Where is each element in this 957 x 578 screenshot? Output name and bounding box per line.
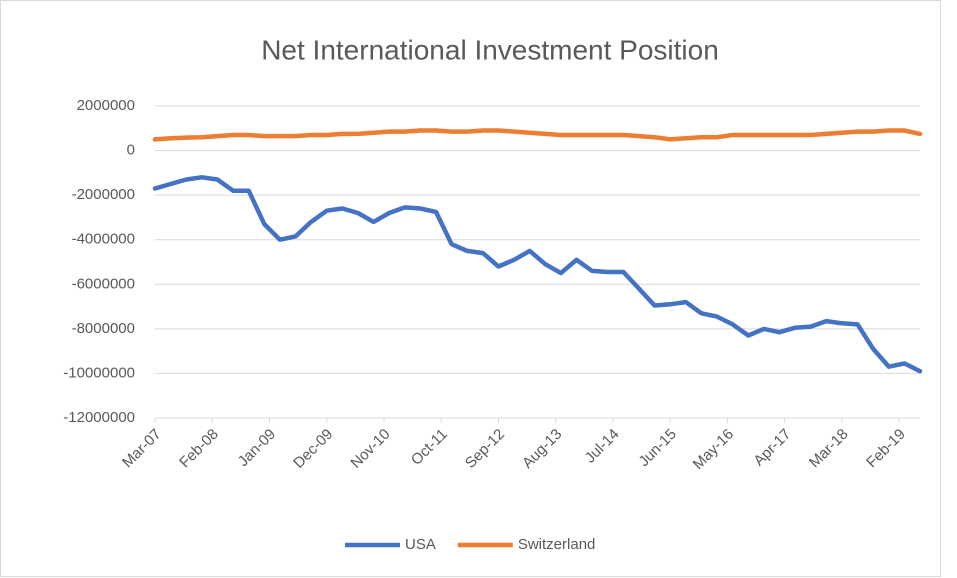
- y-tick-label: -12000000: [63, 409, 135, 426]
- series-line: [152, 128, 923, 142]
- y-tick-label: -8000000: [72, 320, 135, 337]
- legend-label: USA: [405, 536, 436, 553]
- legend-label: Switzerland: [518, 536, 596, 553]
- y-tick-label: -10000000: [63, 364, 135, 381]
- chart-title: Net International Investment Position: [261, 34, 719, 65]
- y-tick-label: -4000000: [72, 231, 135, 248]
- y-tick-label: 2000000: [77, 97, 135, 114]
- y-tick-label: -6000000: [72, 275, 135, 292]
- y-tick-label: 0: [127, 142, 135, 159]
- series-line: [152, 175, 923, 374]
- y-tick-label: -2000000: [72, 186, 135, 203]
